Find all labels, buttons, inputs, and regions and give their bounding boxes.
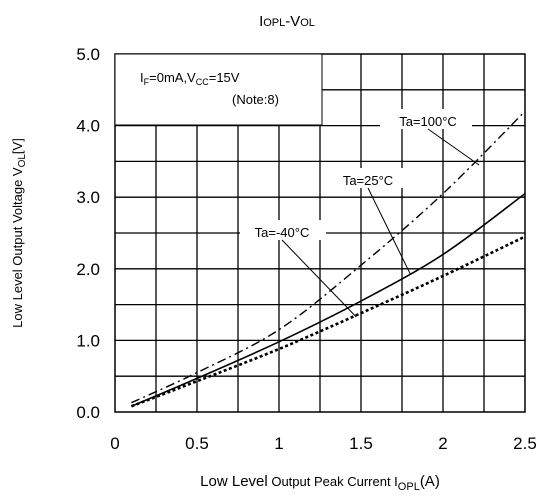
series-label: Ta=25°C <box>343 173 393 188</box>
x-axis-label-main: Low Level <box>200 473 268 490</box>
x-tick-label: 1.5 <box>349 434 373 453</box>
condition-box-frame <box>114 53 323 126</box>
tick-labels: 0 0.5 1 1.5 2 2.5 0.0 1.0 2.0 3.0 4.0 5.0 <box>76 45 536 453</box>
title-v: -V <box>285 13 300 30</box>
series-label-background <box>380 109 472 129</box>
series-label-leader <box>427 128 480 166</box>
condition-box: IF=0mA,VCC=15V (Note:8) <box>114 53 323 126</box>
y-tick-label: 0.0 <box>76 403 100 422</box>
title-i: I <box>259 13 263 30</box>
condition-line1: IF=0mA,VCC=15V <box>140 70 240 87</box>
x-tick-label: 2 <box>438 434 447 453</box>
y-tick-label: 1.0 <box>76 331 100 350</box>
series-label: Ta=-40°C <box>255 225 310 240</box>
series-label-leader <box>281 239 357 318</box>
x-axis-label: Low Level Output Peak Current IOPL(A) <box>200 473 440 493</box>
series-line <box>131 192 526 408</box>
condition-vcc: =0mA,V <box>149 70 196 85</box>
y-axis-label-main: Low Level Output Voltage V <box>10 167 25 328</box>
series-label: Ta=100°C <box>399 114 457 129</box>
condition-note: (Note:8) <box>232 92 279 107</box>
series-label-background <box>240 220 326 240</box>
series-line <box>130 235 526 408</box>
y-axis-label-sub: OL <box>17 154 28 168</box>
y-axis-label-unit: [V] <box>10 138 25 154</box>
condition-if: I <box>140 70 144 85</box>
y-tick-label: 2.0 <box>76 260 100 279</box>
series-label-background <box>329 168 409 188</box>
condition-vcc-sub: CC <box>196 77 209 87</box>
y-axis-label: Low Level Output Voltage VOL[V] <box>10 138 28 328</box>
series-line <box>131 110 526 404</box>
x-tick-label: 1 <box>274 434 283 453</box>
y-tick-label: 5.0 <box>76 45 100 64</box>
x-tick-label: 0 <box>110 434 119 453</box>
condition-vcc-value: =15V <box>209 70 240 85</box>
chart-title: IOPL-VOL <box>259 13 315 30</box>
x-tick-label: 0.5 <box>185 434 209 453</box>
series-group <box>130 110 526 408</box>
series-label-leader <box>367 187 411 275</box>
x-axis-label-unit: (A) <box>420 473 440 490</box>
title-opl: OPL <box>263 17 285 29</box>
condition-if-sub: F <box>144 77 150 87</box>
x-axis-label-rest: Output Peak Current I <box>268 474 398 489</box>
title-ol: OL <box>300 17 315 29</box>
series-labels: Ta=100°C Ta=25°C Ta=-40°C <box>240 109 480 318</box>
x-axis-label-sub: OPL <box>398 481 420 493</box>
y-tick-label: 4.0 <box>76 117 100 136</box>
x-tick-label: 2.5 <box>513 434 537 453</box>
y-tick-label: 3.0 <box>76 188 100 207</box>
